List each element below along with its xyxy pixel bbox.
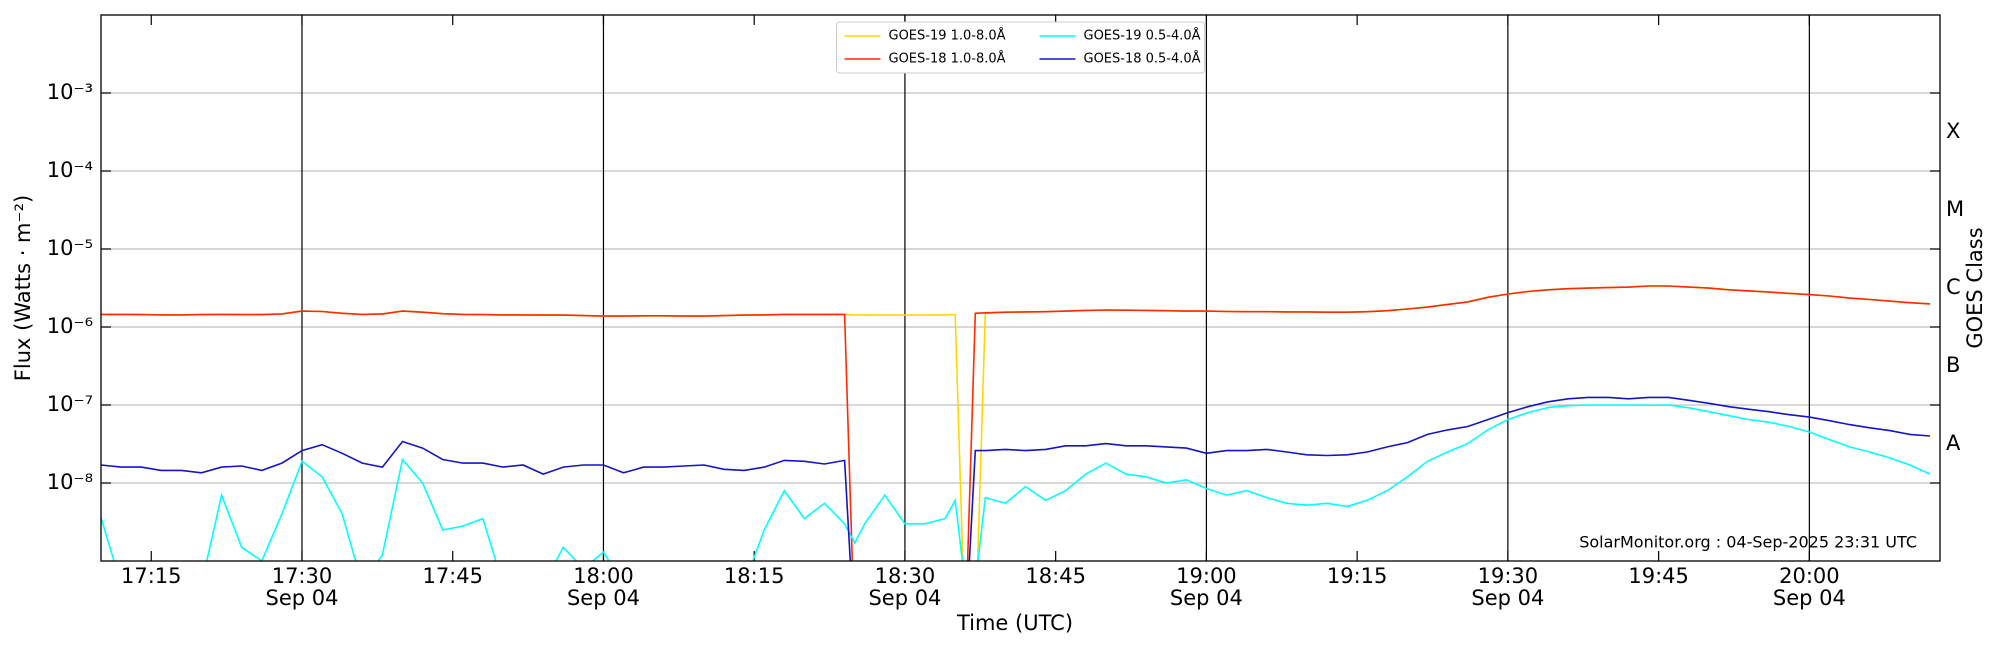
plot-frame xyxy=(100,14,1941,562)
x-tick-label: 18:00 xyxy=(573,564,634,588)
legend-label: GOES-18 0.5-4.0Å xyxy=(1084,51,1201,67)
x-tick-label: 18:45 xyxy=(1025,564,1086,588)
legend-label: GOES-19 1.0-8.0Å xyxy=(889,28,1006,44)
x-tick-date: Sep 04 xyxy=(868,586,941,610)
x-tick-label: 17:45 xyxy=(422,564,483,588)
legend-label: GOES-18 1.0-8.0Å xyxy=(889,51,1006,67)
series-line xyxy=(101,396,1931,561)
legend-box xyxy=(836,21,1205,74)
x-tick-date: Sep 04 xyxy=(1773,586,1846,610)
x-axis-label: Time (UTC) xyxy=(956,611,1073,635)
x-tick-date: Sep 04 xyxy=(567,586,640,610)
y2-tick-label: A xyxy=(1946,431,1961,455)
y2-tick-label: X xyxy=(1946,119,1960,143)
y2-tick-label: M xyxy=(1946,197,1964,221)
x-tick-date: Sep 04 xyxy=(1170,586,1243,610)
y-axis-label: Flux (Watts · m⁻²) xyxy=(11,195,35,381)
y2-tick-label: B xyxy=(1946,353,1960,377)
y-tick-label: 10⁻⁷ xyxy=(47,392,93,416)
annotation: SolarMonitor.org : 04-Sep-2025 23:31 UTC xyxy=(1579,533,1917,552)
x-tick-label: 18:15 xyxy=(724,564,785,588)
legend-label: GOES-19 0.5-4.0Å xyxy=(1084,28,1201,44)
plot-area xyxy=(101,285,1931,561)
x-tick-label: 17:15 xyxy=(121,564,182,588)
series-line xyxy=(101,285,1931,561)
x-tick-label: 19:15 xyxy=(1327,564,1388,588)
x-tick-date: Sep 04 xyxy=(1471,586,1544,610)
y-tick-label: 10⁻⁶ xyxy=(47,314,93,338)
x-tick-label: 18:30 xyxy=(875,564,936,588)
x-tick-label: 19:30 xyxy=(1478,564,1539,588)
y2-axis-label: GOES Class xyxy=(1963,227,1987,348)
x-tick-label: 19:00 xyxy=(1176,564,1237,588)
x-tick-date: Sep 04 xyxy=(265,586,338,610)
y-tick-label: 10⁻³ xyxy=(47,80,93,104)
x-tick-label: 19:45 xyxy=(1628,564,1689,588)
x-tick-label: 17:30 xyxy=(272,564,333,588)
series-line xyxy=(101,404,1931,561)
y-tick-label: 10⁻⁸ xyxy=(47,470,93,494)
x-tick-label: 20:00 xyxy=(1779,564,1840,588)
y-tick-label: 10⁻⁴ xyxy=(47,158,93,182)
y2-tick-label: C xyxy=(1946,275,1961,299)
y-tick-label: 10⁻⁵ xyxy=(47,236,93,260)
